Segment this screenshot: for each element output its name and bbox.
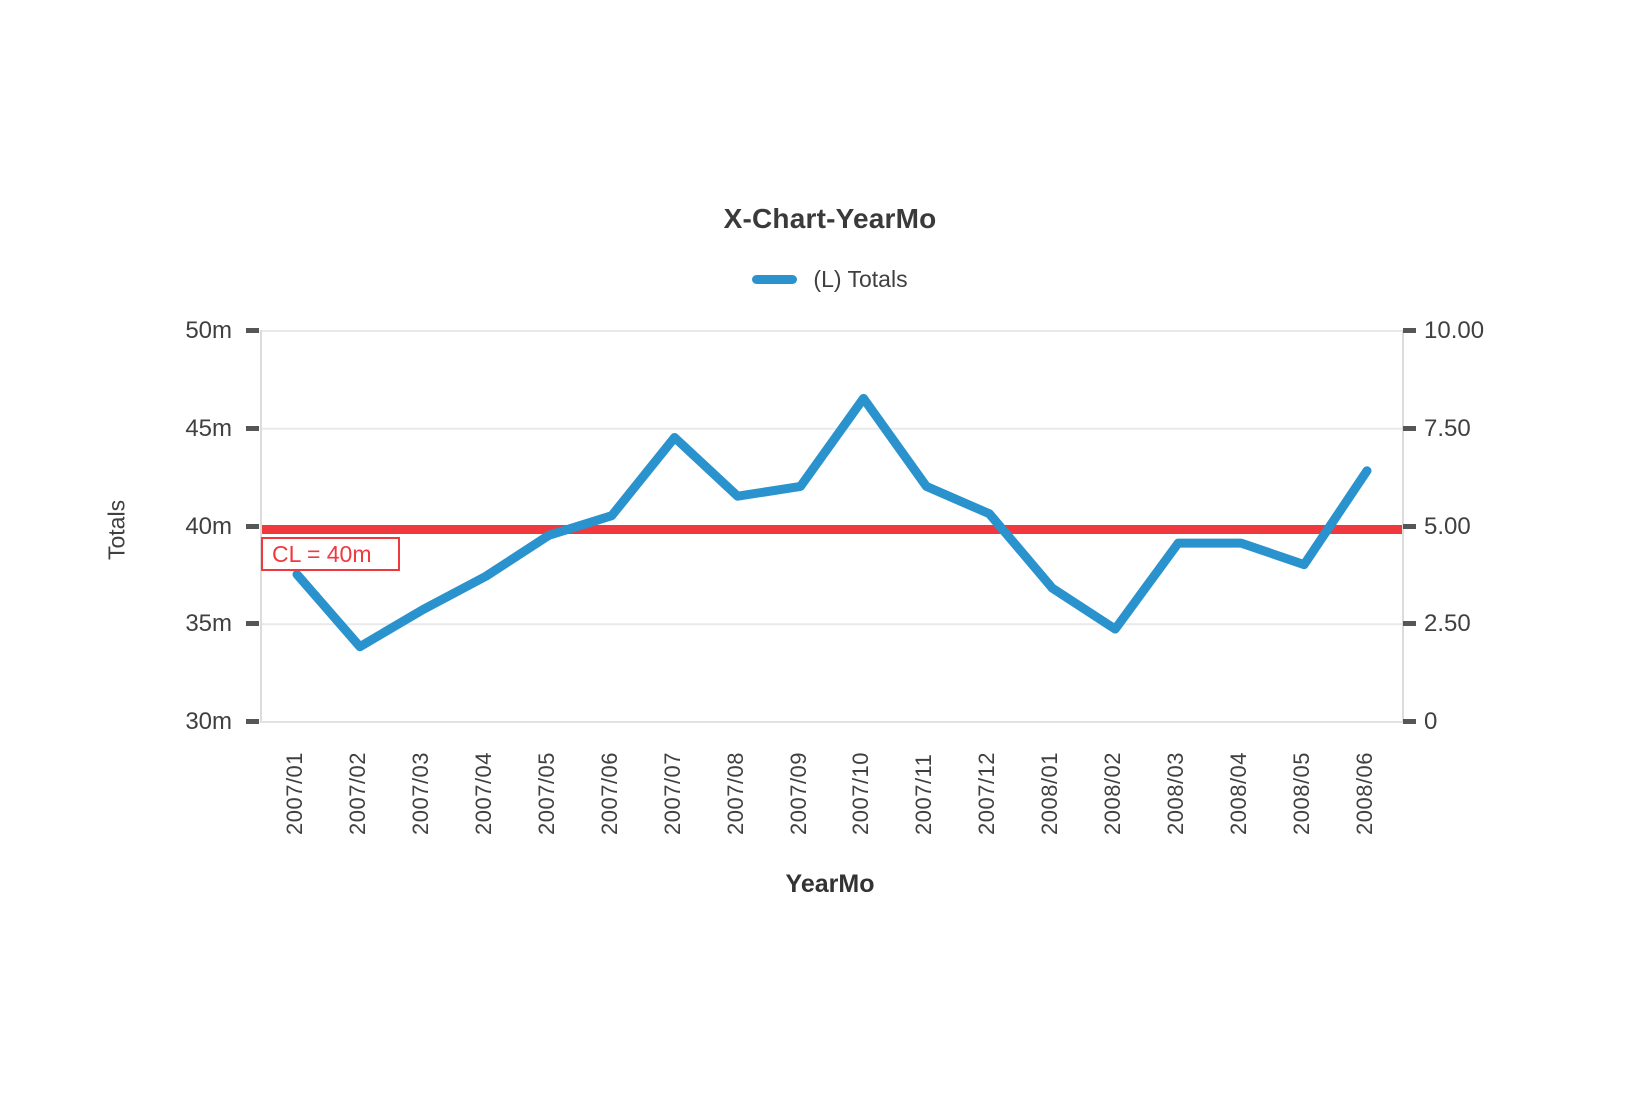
x-axis-tick-label: 2008/03 [1163, 751, 1189, 835]
x-axis-tick-label: 2007/04 [470, 751, 496, 835]
x-axis-tick-label: 2008/05 [1289, 751, 1315, 835]
x-axis-tick-label: 2007/01 [282, 751, 307, 835]
y-axis-left-tick-label: 30m [185, 708, 232, 735]
y-axis-left-tick-label: 50m [185, 317, 232, 344]
y-axis-left-tick-mark [246, 523, 259, 529]
y-axis-left-tick-mark [246, 719, 259, 724]
x-axis-tick-label: 2008/04 [1226, 751, 1252, 835]
plot-svg [262, 330, 1402, 652]
x-axis-tick-label: 2007/03 [407, 751, 433, 835]
y-axis-left-tick-label: 40m [185, 512, 232, 540]
plot-area [260, 330, 1404, 723]
legend-line-swatch [752, 275, 798, 284]
x-axis-tick-label: 2007/05 [533, 751, 559, 835]
totals-series-line [292, 393, 1372, 652]
y-axis-left-tick-label: 35m [185, 610, 232, 638]
y-axis-left-tick-mark [246, 621, 259, 627]
y-axis-right-tick-mark [1403, 523, 1416, 529]
y-axis-left-tick-mark [246, 328, 259, 333]
control-line-label: CL = 40m [272, 540, 372, 567]
y-axis-right-tick-mark [1403, 328, 1416, 333]
control-line-label-box: CL = 40m [261, 537, 400, 571]
y-axis-left-tick-mark [246, 425, 259, 431]
x-axis-tick-label: 2007/09 [785, 751, 811, 835]
x-axis-tick-label: 2007/02 [344, 751, 370, 835]
legend: (L) Totals [260, 266, 1400, 293]
x-axis-title: YearMo [785, 870, 875, 898]
y-axis-right-tick-label: 2.50 [1424, 610, 1471, 638]
y-axis-right-tick-mark [1403, 621, 1416, 627]
gridlines [262, 330, 1402, 626]
x-axis-tick-label: 2008/02 [1100, 751, 1126, 835]
x-axis-tick-label: 2007/06 [596, 751, 622, 835]
chart-title: X-Chart-YearMo [723, 203, 937, 234]
y-axis-right-tick-mark [1403, 425, 1416, 431]
y-axis-right-tick-label: 10.00 [1424, 317, 1485, 344]
x-axis-tick-label: 2007/12 [974, 751, 1000, 835]
x-axis-tick-label: 2007/08 [722, 751, 748, 835]
y-axis-right-tick-mark [1403, 719, 1416, 724]
y-axis-right-tick-label: 0 [1424, 708, 1438, 735]
x-axis-tick-label: 2007/07 [659, 751, 685, 835]
legend-item-totals[interactable]: (L) Totals [813, 266, 908, 292]
x-axis-tick-label: 2008/06 [1352, 751, 1377, 835]
x-axis-tick-label: 2008/01 [1037, 751, 1063, 835]
control-line [262, 525, 1402, 534]
y-axis-left-tick-label: 45m [185, 414, 232, 442]
y-axis-right-tick-label: 5.00 [1424, 512, 1471, 540]
x-axis-tick-label: 2007/11 [911, 753, 937, 835]
y-axis-right-tick-label: 7.50 [1424, 414, 1471, 442]
x-axis-tick-label: 2007/10 [848, 751, 874, 835]
